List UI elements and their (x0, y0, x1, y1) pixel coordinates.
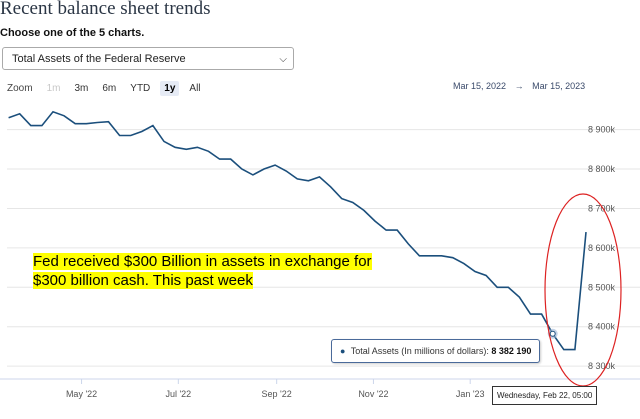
range-to-input[interactable]: Mar 15, 2023 (532, 81, 586, 91)
y-tick-label: 8 700k (588, 203, 616, 213)
zoom-all-button[interactable]: All (189, 83, 201, 94)
y-tick-label: 8 300k (588, 361, 616, 371)
y-tick-label: 8 500k (588, 282, 616, 292)
data-tooltip: ● Total Assets (In millions of dollars):… (331, 339, 541, 363)
annotation-note: Fed received $300 Billion in assets in e… (33, 252, 388, 290)
chart-select-value: Total Assets of the Federal Reserve (12, 53, 186, 65)
y-tick-label: 8 800k (588, 164, 616, 174)
y-tick-label: 8 600k (588, 243, 616, 253)
range-arrow-icon: → (514, 81, 524, 91)
x-tick-label: May '22 (66, 389, 97, 399)
chevron-down-icon: ⌵ (279, 54, 287, 65)
x-tick-label: Nov '22 (358, 389, 388, 399)
crosshair-date-label: Wednesday, Feb 22, 05:00 (492, 386, 598, 405)
y-tick-label: 8 900k (588, 125, 616, 135)
zoom-1y-button[interactable]: 1y (160, 81, 180, 96)
zoom-3m-button[interactable]: 3m (74, 83, 89, 94)
tooltip-label: Total Assets (In millions of dollars): (350, 346, 489, 356)
series-dot-icon: ● (340, 346, 346, 356)
x-tick-label: Jul '22 (165, 389, 191, 399)
chart-chooser-label: Choose one of the 5 charts. (0, 27, 145, 39)
annotation-text: Fed received $300 Billion in assets in e… (33, 253, 372, 289)
hover-point[interactable] (549, 330, 556, 337)
zoom-ytd-button[interactable]: YTD (130, 83, 151, 94)
zoom-label: Zoom (7, 83, 33, 94)
tooltip-value: 8 382 190 (491, 346, 532, 356)
y-tick-label: 8 400k (588, 322, 616, 332)
x-tick-label: Jan '23 (456, 389, 485, 399)
page-title: Recent balance sheet trends (0, 0, 211, 19)
total-assets-series-line[interactable] (8, 110, 587, 351)
zoom-6m-button[interactable]: 6m (102, 83, 117, 94)
zoom-toolbar: Zoom 1m 3m 6m YTD 1y All (7, 81, 211, 96)
x-tick-label: Sep '22 (262, 389, 292, 399)
range-from-input[interactable]: Mar 15, 2022 (453, 81, 507, 91)
chart-select-dropdown[interactable]: Total Assets of the Federal Reserve ⌵ (2, 47, 294, 70)
zoom-1m-button[interactable]: 1m (46, 83, 61, 94)
date-range-display: Mar 15, 2022 → Mar 15, 2023 (453, 81, 591, 91)
